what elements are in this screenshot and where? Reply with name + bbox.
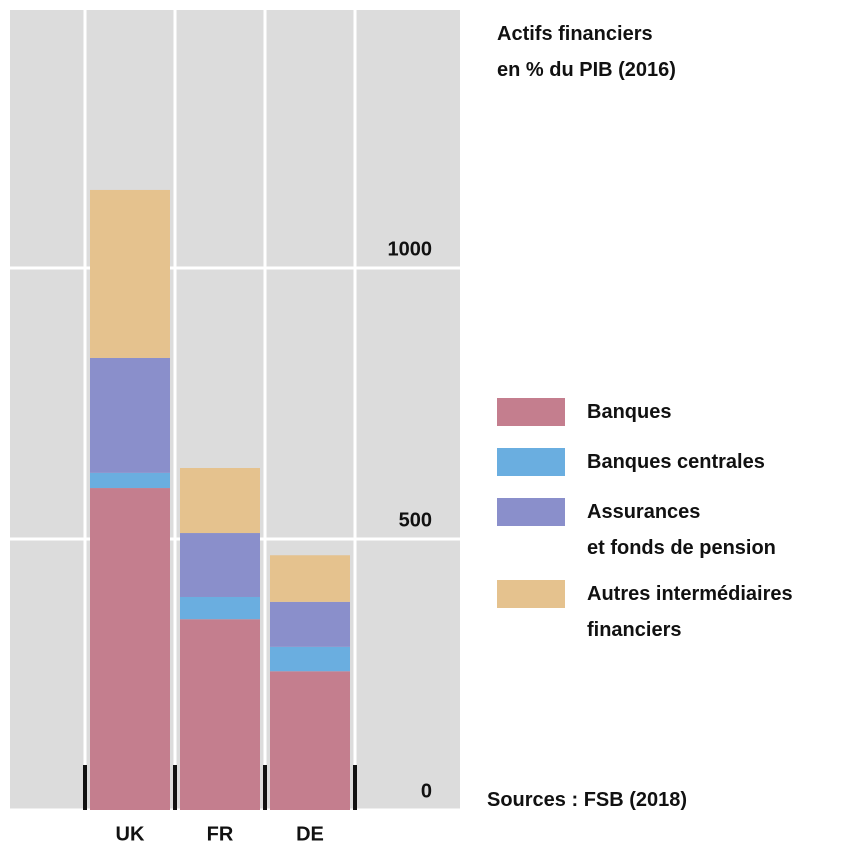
y-tick-label: 500 [399,509,432,531]
bar-segment [270,646,350,672]
legend-swatch [497,398,565,426]
bar-segment [270,555,350,602]
y-tick-label: 1000 [388,238,433,260]
x-tick-label: UK [116,823,145,845]
legend-label: Banques centrales [587,451,765,473]
legend-swatch [497,498,565,526]
x-tick-label: FR [207,823,234,845]
bar-segment [180,619,260,810]
source: Sources : FSB (2018) [487,789,688,811]
bar-segment [180,596,260,620]
legend-label: Banques [587,401,672,423]
bar-segment [90,357,170,473]
legend-swatch [497,448,565,476]
bar-segment [180,533,260,597]
bar-segment [90,472,170,489]
bar-segment [180,467,260,534]
legend-label: Assurances et fonds de pension [587,501,776,559]
legend-swatch [497,580,565,608]
bar-segment [90,189,170,358]
legend-label: Autres intermédiaires financiers [587,583,793,641]
y-tick-label: 0 [421,780,432,802]
x-tick-label: DE [296,823,324,845]
bar-segment [90,488,170,810]
bar-segment [270,601,350,647]
chart-title: Actifs financiers en % du PIB (2016) [497,23,676,81]
bar-segment [270,671,350,810]
